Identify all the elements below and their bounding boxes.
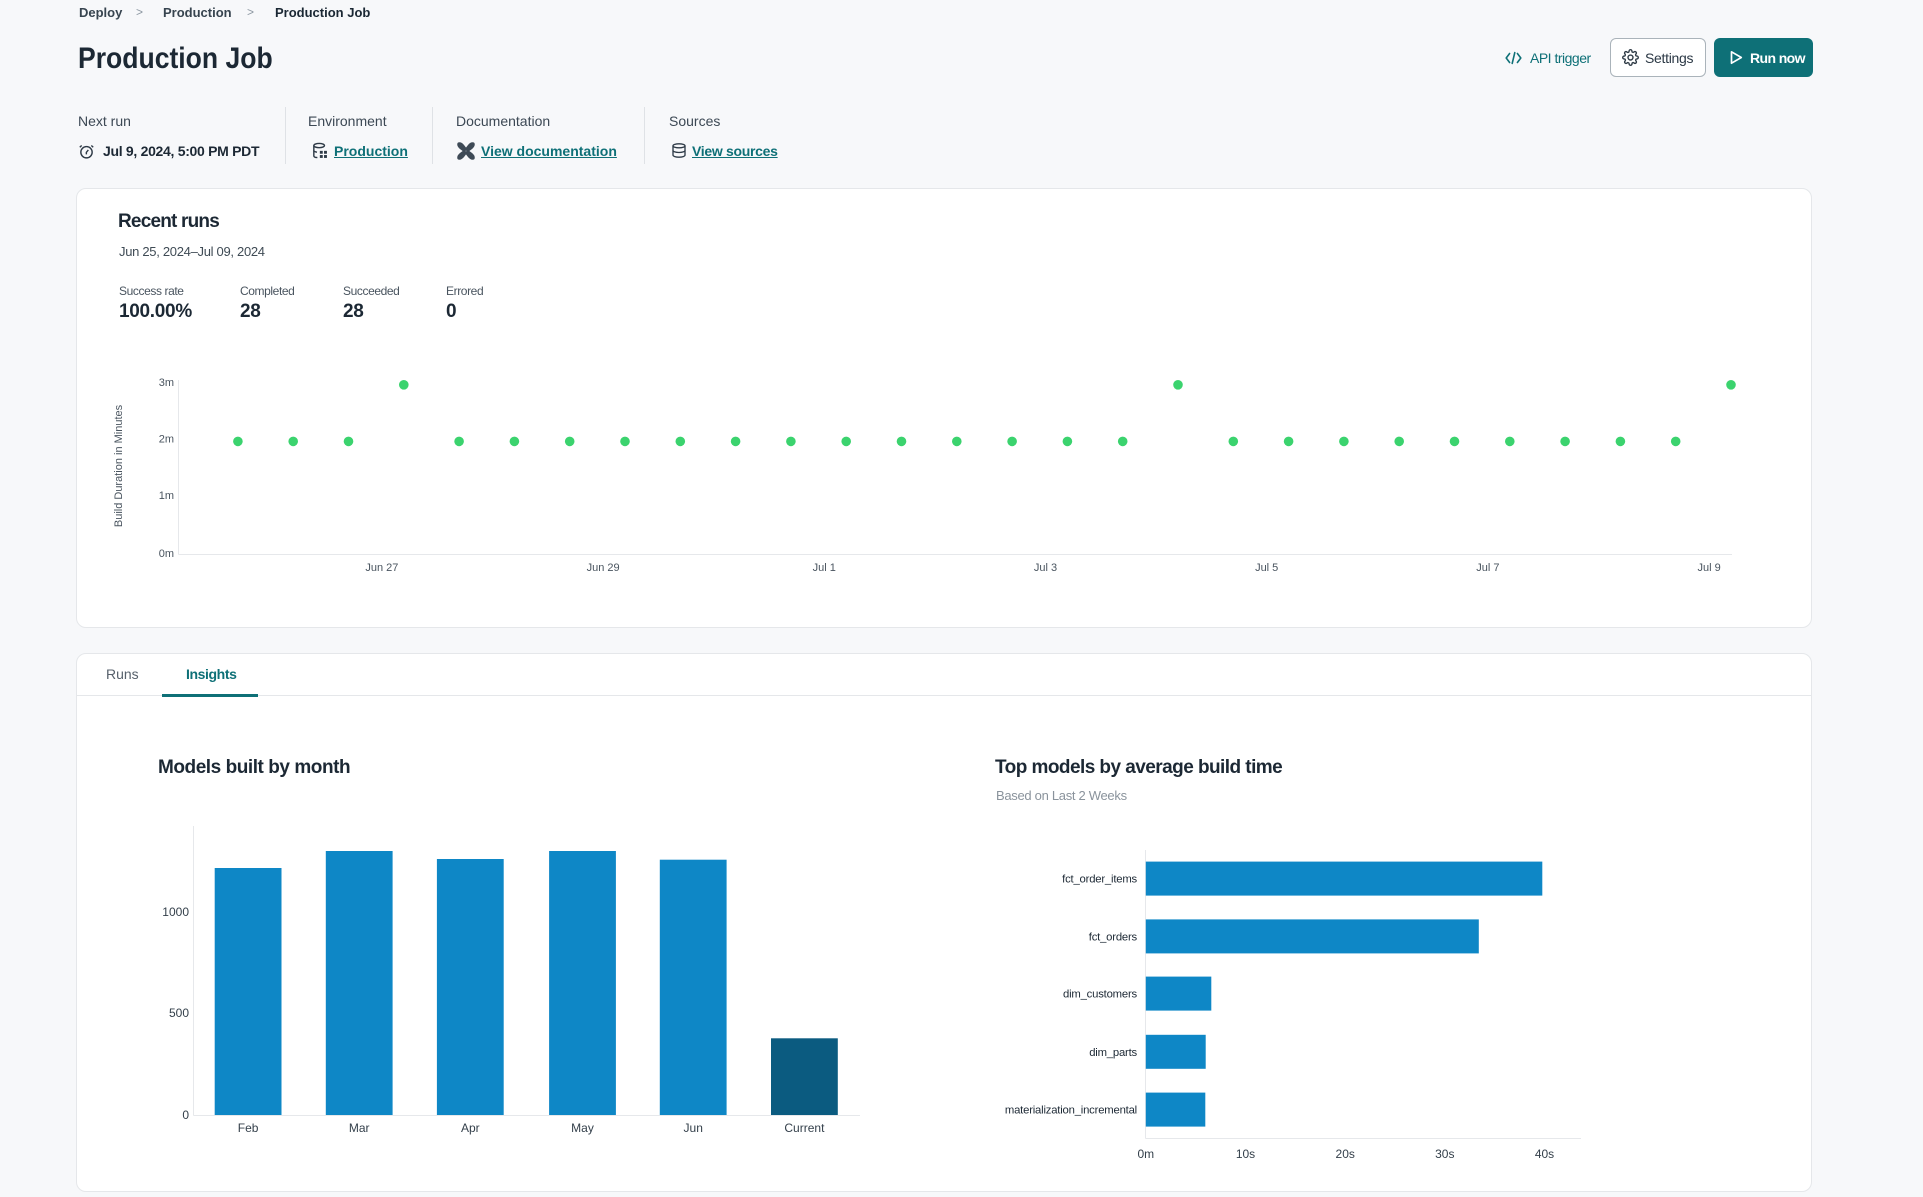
svg-text:20s: 20s (1336, 1147, 1355, 1161)
svg-text:Jul 9: Jul 9 (1697, 562, 1720, 574)
svg-text:Apr: Apr (461, 1121, 480, 1135)
svg-text:Jul 7: Jul 7 (1476, 562, 1499, 574)
svg-text:3m: 3m (159, 377, 174, 389)
svg-text:1000: 1000 (162, 905, 189, 919)
svg-text:materialization_incremental: materialization_incremental (1005, 1105, 1137, 1117)
svg-text:Build Duration in Minutes: Build Duration in Minutes (113, 404, 125, 527)
svg-text:fct_order_items: fct_order_items (1062, 874, 1137, 886)
svg-text:40s: 40s (1535, 1147, 1554, 1161)
svg-text:0m: 0m (159, 548, 174, 560)
svg-text:1m: 1m (159, 490, 174, 502)
svg-text:dim_parts: dim_parts (1089, 1047, 1137, 1059)
svg-text:Mar: Mar (349, 1121, 370, 1135)
svg-text:10s: 10s (1236, 1147, 1255, 1161)
svg-text:0: 0 (182, 1108, 189, 1122)
svg-text:30s: 30s (1435, 1147, 1454, 1161)
svg-text:Feb: Feb (238, 1121, 259, 1135)
svg-text:Jul 1: Jul 1 (813, 562, 836, 574)
svg-text:Jul 3: Jul 3 (1034, 562, 1057, 574)
svg-text:May: May (571, 1121, 594, 1135)
svg-text:Jul 5: Jul 5 (1255, 562, 1278, 574)
svg-text:2m: 2m (159, 434, 174, 446)
svg-text:0m: 0m (1137, 1147, 1154, 1161)
svg-text:fct_orders: fct_orders (1089, 931, 1138, 943)
svg-text:500: 500 (169, 1006, 189, 1020)
svg-text:dim_customers: dim_customers (1063, 989, 1138, 1001)
svg-text:Jun 29: Jun 29 (587, 562, 620, 574)
svg-text:Current: Current (784, 1121, 825, 1135)
svg-text:Jun: Jun (684, 1121, 703, 1135)
svg-text:Jun 27: Jun 27 (365, 562, 398, 574)
